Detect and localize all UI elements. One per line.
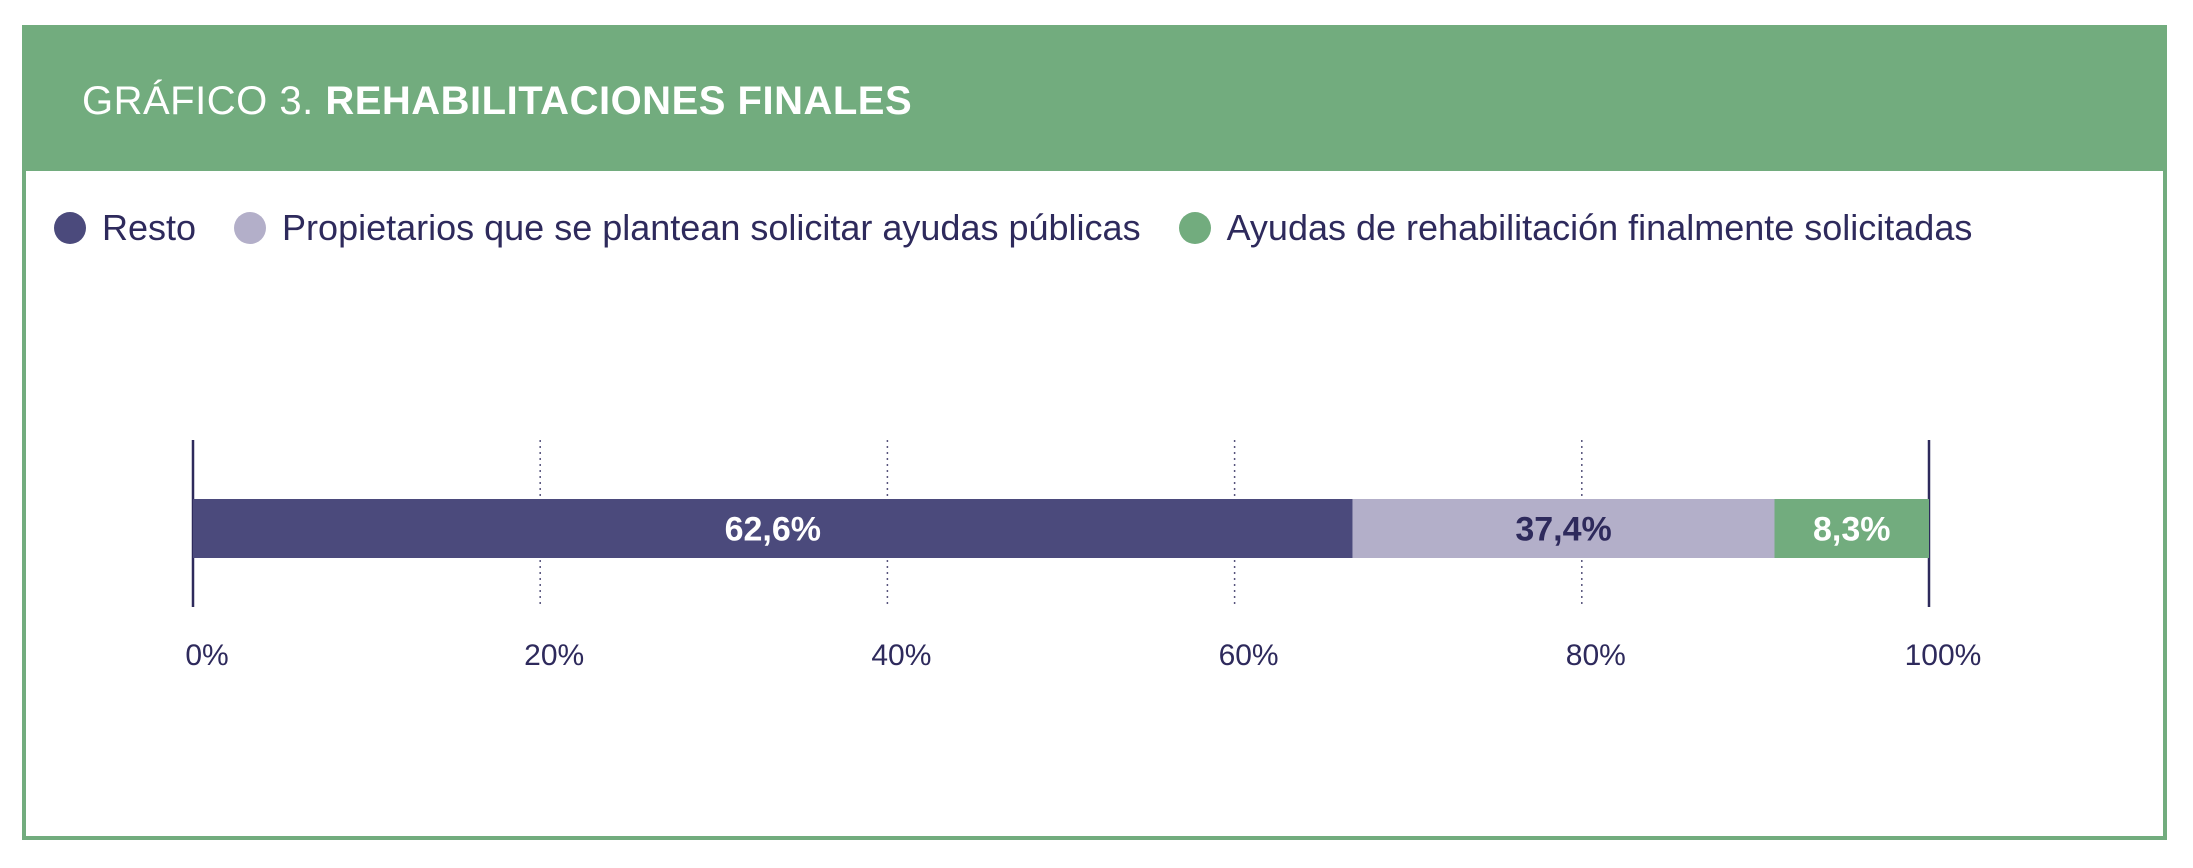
legend-swatch-propietarios: [234, 212, 267, 244]
chart-title-main: REHABILITACIONES FINALES: [325, 79, 913, 123]
legend-swatch-ayudas: [1178, 212, 1211, 244]
bar-segment: [1774, 499, 1929, 558]
x-tick-label: 0%: [185, 639, 228, 672]
x-tick-label: 60%: [1219, 639, 1279, 672]
x-tick-label: 40%: [871, 639, 931, 672]
chart-frame: GRÁFICO 3. REHABILITACIONES FINALES: [22, 25, 2167, 840]
legend-item-ayudas: Ayudas de rehabilitación finalmente soli…: [1178, 207, 1973, 249]
legend-label-propietarios: Propietarios que se plantean solicitar a…: [282, 207, 1141, 248]
legend-label-resto: Resto: [102, 207, 197, 248]
x-tick-label: 80%: [1566, 639, 1626, 672]
chart-legend: Resto Propietarios que se plantean solic…: [54, 206, 1972, 250]
bar-segment: [193, 499, 1353, 558]
legend-item-resto: Resto: [54, 207, 196, 249]
chart-title-prefix: GRÁFICO 3.: [82, 79, 314, 123]
chart-header: GRÁFICO 3. REHABILITACIONES FINALES: [26, 29, 2163, 171]
x-tick-label: 100%: [1905, 639, 1982, 672]
legend-item-propietarios: Propietarios que se plantean solicitar a…: [234, 207, 1141, 249]
legend-swatch-resto: [54, 212, 86, 244]
data-label: 37,4%: [1515, 511, 1611, 549]
bar-segment: [1352, 499, 1775, 558]
chart-title: GRÁFICO 3. REHABILITACIONES FINALES: [82, 79, 912, 124]
data-label: 62,6%: [725, 511, 821, 549]
data-label: 8,3%: [1813, 511, 1891, 549]
x-tick-label: 20%: [524, 639, 584, 672]
legend-label-ayudas: Ayudas de rehabilitación finalmente soli…: [1226, 207, 1973, 248]
